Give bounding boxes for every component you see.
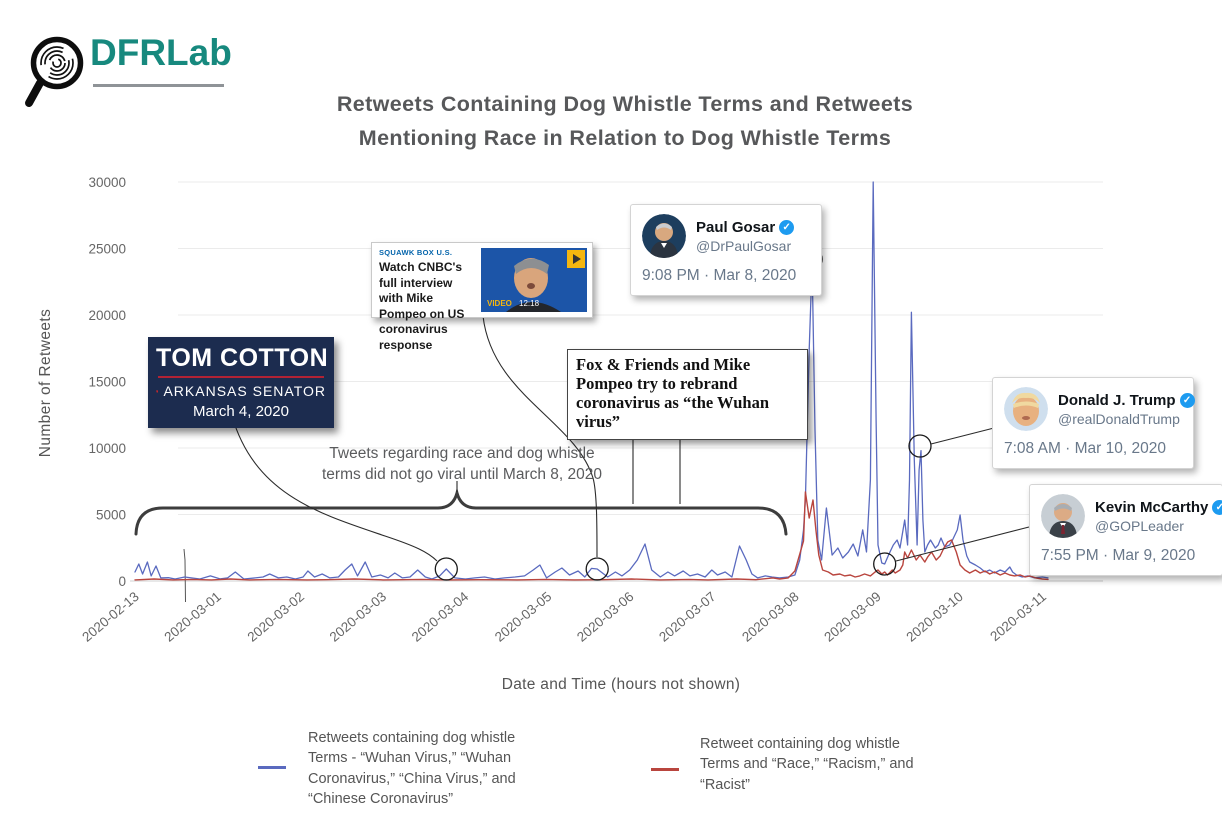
verified-icon: ✓ (779, 219, 795, 235)
x-tick-label: 2020-03-03 (327, 589, 390, 645)
tweet-name: Kevin McCarthy ✓ (1095, 499, 1222, 516)
fox-friends-annotation: Fox & Friends and Mike Pompeo try to reb… (567, 349, 808, 440)
cnbc-headline: Watch CNBC's full interview with Mike Po… (379, 260, 465, 352)
legend-label-race: Retweet containing dog whistle Terms and… (700, 736, 914, 793)
x-tick-label: 2020-03-10 (903, 589, 966, 645)
y-tick-label: 30000 (88, 175, 126, 190)
y-tick-label: 15000 (88, 375, 126, 390)
dfrlab-logo-text: DFRLab (90, 32, 232, 73)
x-tick-label: 2020-03-01 (161, 589, 224, 645)
x-tick-label: 2020-03-11 (987, 589, 1049, 644)
cnbc-section-label: SQUAWK BOX U.S. (379, 248, 453, 257)
series-line (134, 181, 1049, 580)
tom-cotton-card: TOM COTTON ARKANSAS SENATOR March 4, 202… (148, 337, 334, 428)
connector-line (231, 415, 438, 562)
tweet-timestamp: 7:08 AM · Mar 10, 2020 (1004, 440, 1166, 457)
tweet-card-gosar: Paul Gosar ✓ @DrPaulGosar 9:08 PM · Mar 8… (630, 204, 822, 296)
legend-line-red (651, 768, 679, 771)
tweet-handle: @realDonaldTrump (1058, 410, 1180, 427)
connector-line (895, 526, 1030, 562)
x-tick-label: 2020-03-08 (739, 589, 802, 645)
tweet-name: Donald J. Trump ✓ (1058, 392, 1195, 409)
series-line (134, 491, 1049, 581)
legend-label-dog-whistle: Retweets containing dog whistle Terms - … (308, 730, 516, 807)
tweet-card-mccarthy: Kevin McCarthy ✓ @GOPLeader 7:55 PM · Mar… (1029, 484, 1222, 576)
red-rule (158, 376, 324, 378)
cnbc-article-card: SQUAWK BOX U.S. Watch CNBC's full interv… (371, 242, 593, 352)
logo-underline (93, 84, 224, 87)
x-axis-title: Date and Time (hours not shown) (501, 676, 741, 693)
trump-point (908, 434, 932, 458)
x-tick-label: 2020-03-06 (574, 589, 637, 645)
tweet-timestamp: 7:55 PM · Mar 9, 2020 (1041, 547, 1196, 564)
brace-annotation (134, 487, 788, 536)
magnifier-fingerprint-icon (25, 36, 84, 107)
arkansas-state-icon (156, 389, 159, 392)
verified-icon: ✓ (1179, 392, 1195, 408)
chart-title-line2: Mentioning Race in Relation to Dog Whist… (358, 126, 892, 151)
y-tick-label: 25000 (88, 242, 126, 257)
tweet-handle: @DrPaulGosar (696, 237, 792, 254)
y-tick-label: 0 (118, 574, 126, 589)
avatar-paul-gosar (642, 214, 686, 258)
x-tick-label: 2020-03-09 (821, 589, 884, 645)
cnbc-fox-point (585, 557, 609, 581)
cnbc-video-thumbnail: VIDEO 12:18 (481, 248, 587, 312)
x-tick-label: 2020-03-04 (409, 588, 472, 644)
chart-title: Retweets Containing Dog Whistle Terms an… (190, 87, 1060, 156)
legend-line-blue (258, 766, 286, 769)
tom-cotton-point (434, 557, 458, 581)
tom-cotton-date: March 4, 2020 (193, 403, 289, 420)
connector-line (930, 427, 995, 445)
mccarthy-point (873, 552, 897, 576)
avatar-kevin-mccarthy (1041, 494, 1085, 538)
tweet-timestamp: 9:08 PM · Mar 8, 2020 (642, 267, 797, 284)
y-tick-label: 20000 (88, 308, 126, 323)
y-tick-label: 10000 (88, 441, 126, 456)
x-tick-label: 2020-03-05 (492, 589, 555, 645)
tom-cotton-name: TOM COTTON (156, 344, 329, 372)
x-tick-label: 2020-03-02 (245, 589, 308, 645)
tweet-card-trump: Donald J. Trump ✓ @realDonaldTrump 7:08 A… (992, 377, 1195, 469)
tweet-handle: @GOPLeader (1095, 517, 1184, 534)
verified-icon: ✓ (1212, 499, 1222, 515)
tom-cotton-subtitle: ARKANSAS SENATOR (163, 383, 326, 399)
chart-title-line1: Retweets Containing Dog Whistle Terms an… (336, 92, 914, 116)
video-time: 12:18 (519, 299, 540, 308)
avatar-donald-trump (1004, 387, 1048, 431)
x-tick-label: 2020-03-07 (656, 589, 719, 645)
video-label: VIDEO (487, 299, 512, 308)
y-tick-label: 5000 (96, 508, 126, 523)
race-note-annotation: Tweets regarding race and dog whistle te… (322, 445, 602, 484)
tweet-name: Paul Gosar ✓ (696, 219, 795, 236)
x-tick-label: 2020-02-13 (79, 589, 142, 645)
connector-line (482, 315, 598, 558)
